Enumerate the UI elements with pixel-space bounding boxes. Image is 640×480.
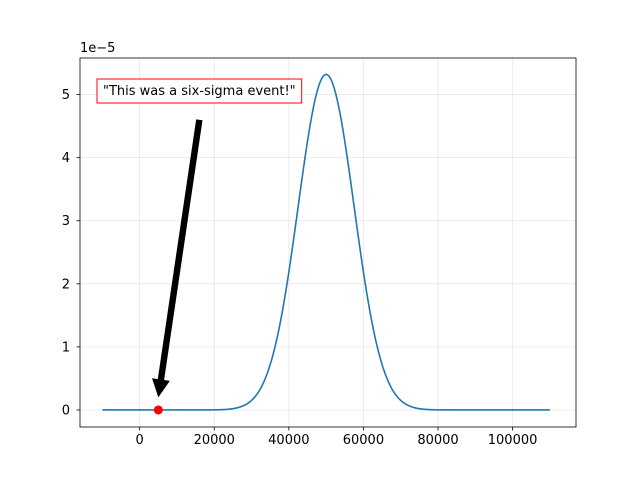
- y-axis-scale-label: 1e−5: [80, 41, 115, 56]
- y-tick: 2: [62, 277, 80, 292]
- x-tick-label: 100000: [488, 433, 538, 448]
- y-tick: 4: [62, 151, 80, 166]
- y-tick: 1: [62, 340, 80, 355]
- highlight-point: [153, 405, 163, 415]
- y-axis: 0 1 2 3 4 5: [62, 88, 80, 418]
- x-tick: 20000: [194, 427, 235, 448]
- x-tick: 60000: [343, 427, 384, 448]
- y-tick-label: 5: [62, 88, 70, 103]
- series-layer: [102, 73, 550, 411]
- y-tick-label: 4: [62, 151, 70, 166]
- y-tick: 0: [62, 403, 80, 418]
- annotation-box: [96, 78, 303, 104]
- plot-frame: [79, 57, 577, 428]
- y-tick-label: 1: [62, 340, 70, 355]
- x-tick-label: 40000: [268, 433, 309, 448]
- y-tick: 3: [62, 214, 80, 229]
- x-axis: 0 20000 40000 60000 80000 100000: [136, 427, 538, 448]
- y-tick: 5: [62, 88, 80, 103]
- x-tick: 0: [136, 427, 144, 448]
- x-tick: 80000: [417, 427, 459, 448]
- series-line: [102, 73, 550, 411]
- y-tick-label: 0: [62, 403, 70, 418]
- x-tick-label: 80000: [417, 433, 458, 448]
- annotation: "This was a six-sigma event!": [96, 78, 303, 398]
- annotation-arrow: [152, 119, 203, 398]
- x-tick-label: 20000: [194, 433, 235, 448]
- point-layer: [153, 405, 163, 415]
- x-tick-label: 60000: [343, 433, 384, 448]
- x-tick-label: 0: [136, 433, 144, 448]
- y-tick-label: 3: [62, 214, 70, 229]
- annotation-text: "This was a six-sigma event!": [103, 84, 296, 99]
- x-tick: 100000: [488, 427, 538, 448]
- x-tick: 40000: [268, 427, 310, 448]
- y-tick-label: 2: [62, 277, 70, 292]
